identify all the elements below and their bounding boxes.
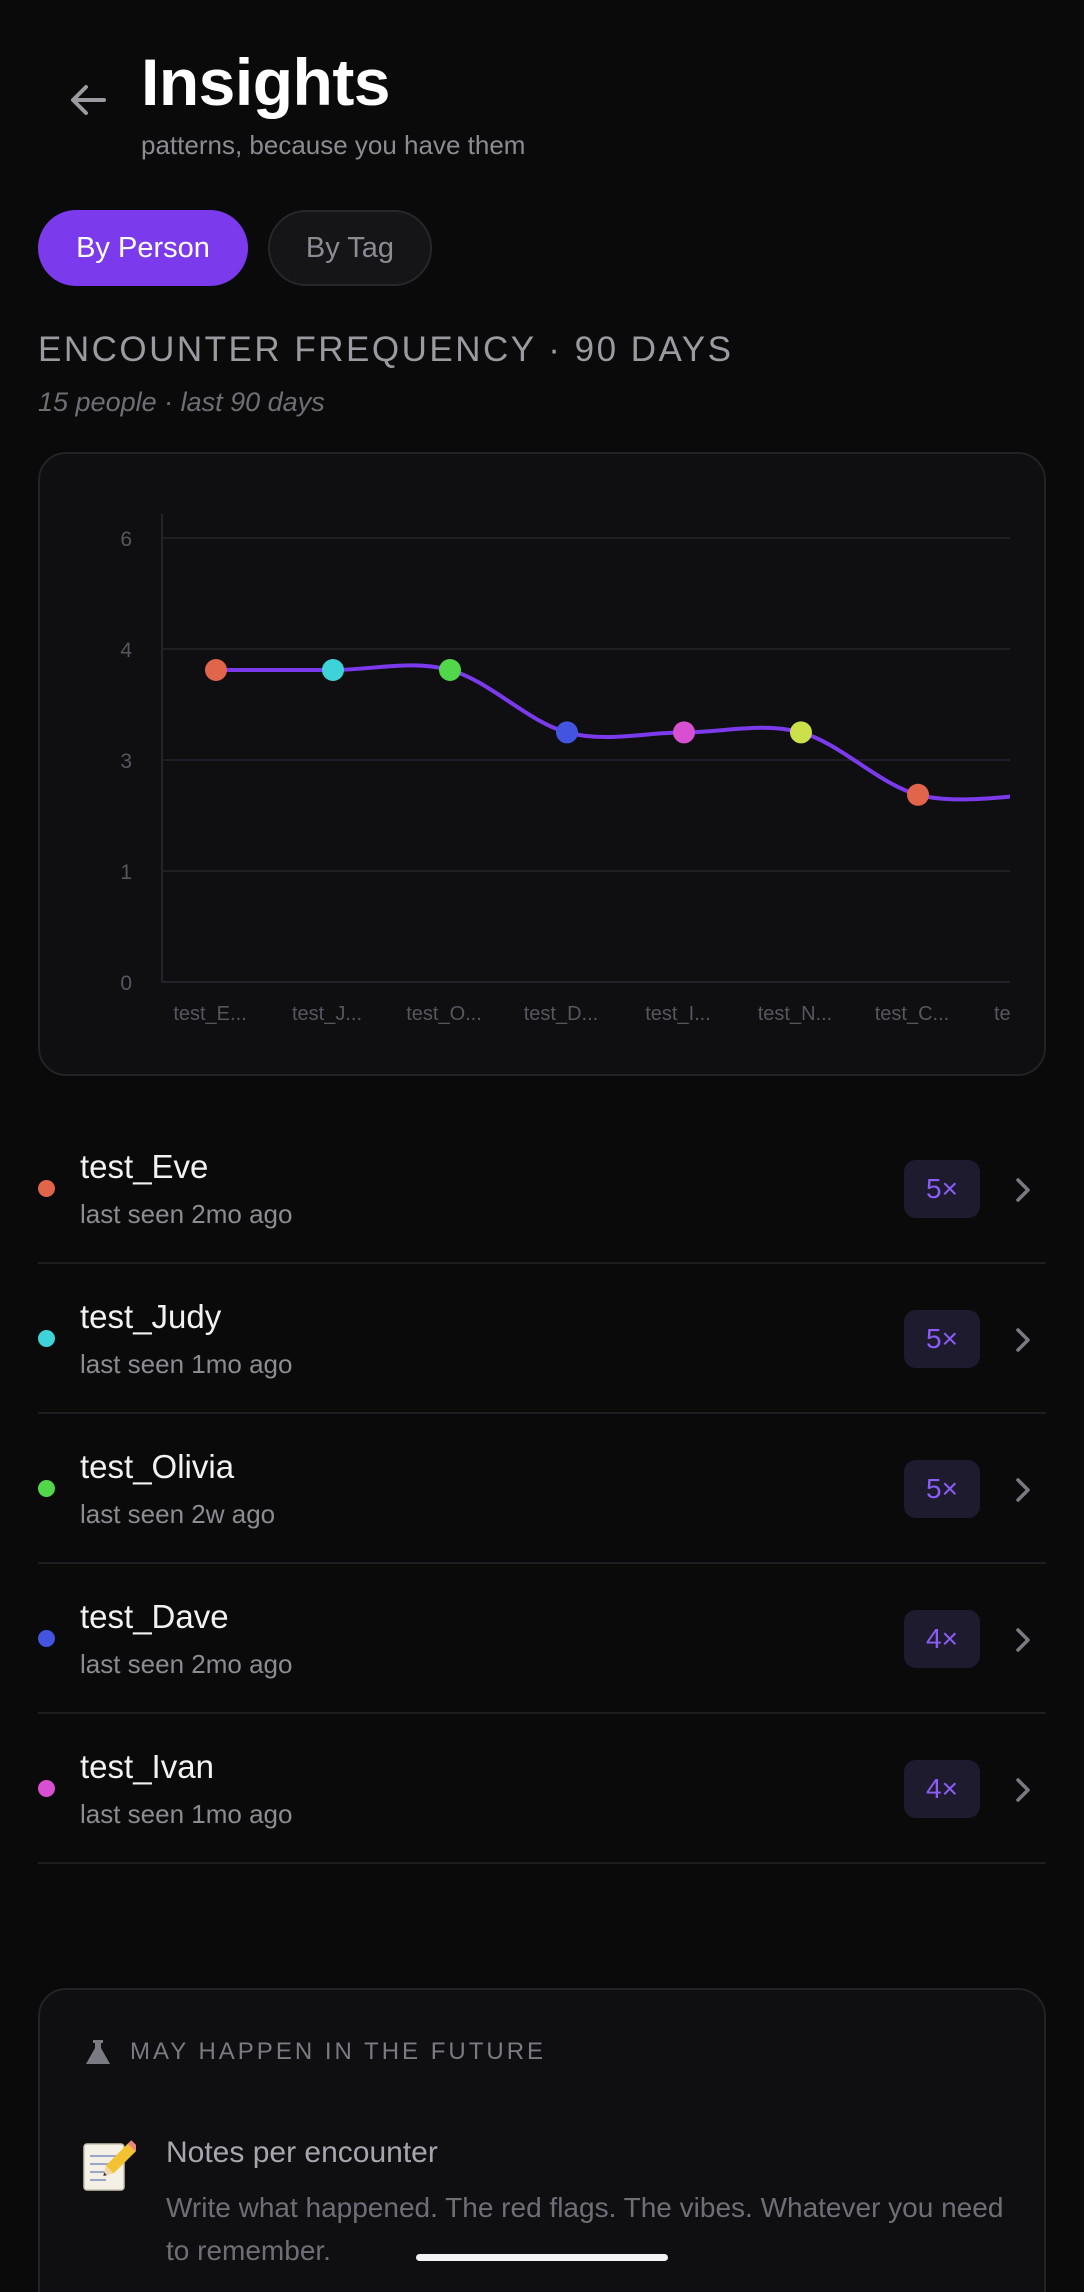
person-last-seen: last seen 1mo ago (80, 1349, 293, 1379)
person-name: test_Ivan (80, 1748, 214, 1785)
encounter-count-badge: 4× (904, 1610, 980, 1668)
data-point[interactable] (907, 783, 929, 806)
people-list: test_Eve last seen 2mo ago 5× test_Judy last… (38, 1114, 1046, 1864)
note-description: Write what happened. The red flags. The … (166, 2192, 1004, 2266)
x-tick-label: test_C... (875, 1003, 949, 1025)
person-last-seen: last seen 2mo ago (80, 1199, 293, 1229)
home-indicator[interactable] (416, 2254, 668, 2261)
encounter-count-badge: 5× (904, 1310, 980, 1368)
data-point[interactable] (673, 721, 695, 744)
person-color-dot (38, 1480, 55, 1497)
data-point[interactable] (322, 659, 344, 681)
person-name: test_Judy (80, 1298, 222, 1335)
frequency-line-chart: 0 1 3 4 6 test_E... test_J... test_O... test_D..… (120, 514, 1011, 1025)
chevron-right-icon (1008, 1320, 1038, 1360)
arrow-left-icon (71, 85, 106, 115)
person-last-seen: last seen 2w ago (80, 1499, 276, 1529)
series-line (215, 663, 1010, 802)
encounter-count-badge: 5× (904, 1160, 980, 1218)
x-tick-label: test_I... (645, 1003, 711, 1025)
section-subtitle: 15 people · last 90 days (38, 387, 325, 417)
y-tick-label: 3 (120, 750, 132, 773)
y-tick-label: 1 (120, 861, 132, 884)
person-name: test_Olivia (80, 1448, 235, 1485)
chevron-right-icon (1008, 1470, 1038, 1510)
back-button[interactable] (58, 70, 118, 130)
x-tick-label: test_D... (524, 1003, 598, 1025)
data-point[interactable] (439, 659, 461, 681)
future-header: MAY HAPPEN IN THE FUTURE (84, 2038, 546, 2066)
person-color-dot (38, 1330, 55, 1347)
person-last-seen: last seen 1mo ago (80, 1799, 293, 1829)
x-tick-label: te (994, 1003, 1011, 1025)
x-tick-label: test_J... (292, 1003, 362, 1025)
person-name: test_Dave (80, 1598, 229, 1635)
x-tick-label: test_E... (173, 1003, 246, 1025)
x-tick-label: test_O... (406, 1003, 482, 1025)
tab-by-person[interactable]: By Person (38, 210, 248, 286)
y-tick-label: 4 (120, 639, 132, 662)
data-point[interactable] (556, 721, 578, 744)
section-title: ENCOUNTER FREQUENCY · 90 DAYS (38, 330, 734, 369)
chevron-right-icon (1008, 1620, 1038, 1660)
y-tick-label: 0 (120, 972, 132, 995)
future-title: MAY HAPPEN IN THE FUTURE (130, 2038, 547, 2065)
x-tick-label: test_N... (758, 1003, 832, 1025)
page-title: Insights (141, 45, 391, 119)
memo-icon (83, 2140, 136, 2191)
chevron-right-icon (1008, 1170, 1038, 1210)
person-last-seen: last seen 2mo ago (80, 1649, 293, 1679)
chart-card: 0 1 3 4 6 test_E... test_J... test_O... test_D..… (38, 452, 1046, 1076)
chevron-right-icon (1008, 1770, 1038, 1810)
person-color-dot (38, 1780, 55, 1797)
person-color-dot (38, 1630, 55, 1647)
tab-by-tag[interactable]: By Tag (268, 210, 432, 286)
flask-icon (86, 2040, 110, 2064)
future-card: MAY HAPPEN IN THE FUTURE Notes per encou… (38, 1988, 1046, 2292)
encounter-count-badge: 4× (904, 1760, 980, 1818)
encounter-count-badge: 5× (904, 1460, 980, 1518)
person-name: test_Eve (80, 1148, 209, 1185)
data-point[interactable] (205, 659, 227, 681)
y-tick-label: 6 (120, 528, 132, 551)
page-subtitle: patterns, because you have them (141, 130, 526, 160)
person-color-dot (38, 1180, 55, 1197)
data-point[interactable] (790, 721, 812, 744)
note-title: Notes per encounter (166, 2136, 438, 2169)
